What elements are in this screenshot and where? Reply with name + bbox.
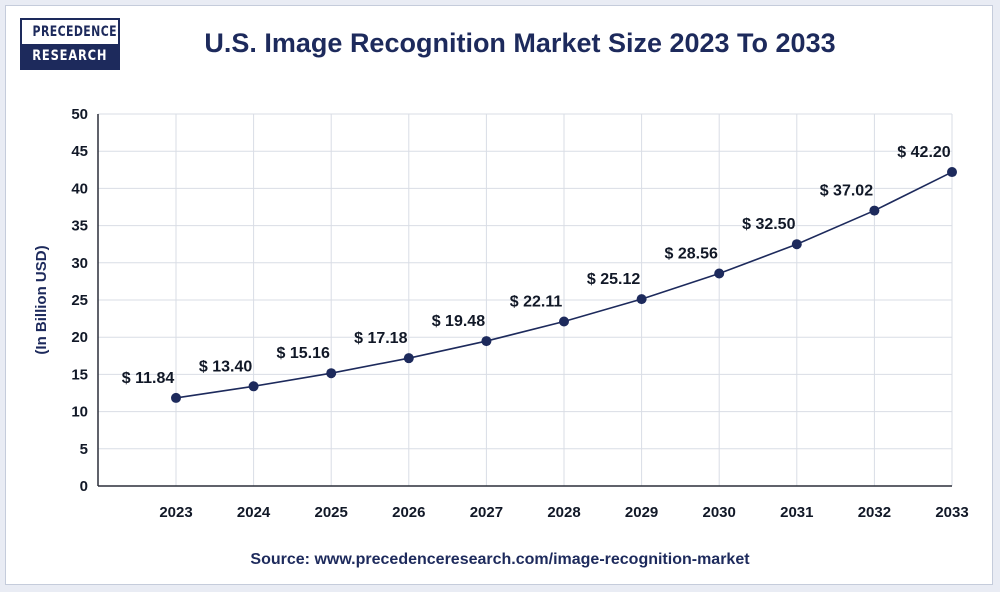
data-point bbox=[714, 268, 725, 279]
source-note: Source: www.precedenceresearch.com/image… bbox=[250, 551, 750, 568]
y-axis-label: (In Billion USD) bbox=[33, 245, 50, 354]
y-tick-label: 15 bbox=[71, 366, 88, 383]
y-tick-label: 20 bbox=[71, 329, 88, 346]
x-tick-label: 2033 bbox=[935, 504, 968, 521]
y-tick-labels: 0 5 10 15 20 25 30 35 40 45 50 bbox=[71, 106, 88, 495]
y-tick-label: 40 bbox=[71, 180, 88, 197]
y-tick-label: 35 bbox=[71, 218, 88, 235]
data-point bbox=[248, 381, 259, 392]
data-point bbox=[869, 205, 880, 216]
data-label: $ 11.84 bbox=[122, 370, 175, 387]
data-labels: $ 11.84 $ 13.40 $ 15.16 $ 17.18 $ 19.48 $ 22.… bbox=[122, 144, 951, 387]
y-tick-label: 5 bbox=[80, 441, 88, 458]
gridlines bbox=[98, 113, 953, 486]
chart-frame bbox=[5, 5, 993, 585]
x-tick-label: 2023 bbox=[159, 504, 192, 521]
x-tick-label: 2028 bbox=[547, 504, 580, 521]
data-label: $ 37.02 bbox=[820, 183, 873, 200]
x-tick-label: 2031 bbox=[780, 504, 813, 521]
y-tick-label: 0 bbox=[80, 478, 88, 495]
data-point bbox=[791, 239, 802, 250]
y-tick-label: 50 bbox=[71, 106, 88, 123]
data-point bbox=[171, 392, 181, 403]
data-label: $ 32.50 bbox=[742, 216, 795, 233]
x-tick-label: 2026 bbox=[392, 504, 425, 521]
y-tick-label: 30 bbox=[71, 255, 88, 272]
y-tick-label: 10 bbox=[71, 404, 88, 421]
data-point bbox=[636, 294, 647, 305]
data-label: $ 25.12 bbox=[587, 271, 640, 288]
chart-title: U.S. Image Recognition Market Size 2023 … bbox=[204, 28, 836, 58]
x-tick-label: 2024 bbox=[237, 504, 271, 521]
data-label: $ 17.18 bbox=[354, 330, 407, 347]
data-point bbox=[559, 316, 569, 327]
data-label: $ 28.56 bbox=[665, 246, 718, 263]
data-point bbox=[326, 368, 337, 379]
y-tick-label: 45 bbox=[71, 143, 88, 160]
data-label: $ 42.20 bbox=[897, 144, 950, 161]
data-point bbox=[403, 353, 414, 364]
data-points bbox=[171, 167, 957, 403]
x-tick-labels: 2023 2024 2025 2026 2027 2028 2029 2030 2031 2032… bbox=[159, 504, 968, 521]
data-label: $ 19.48 bbox=[432, 313, 485, 330]
x-tick-label: 2032 bbox=[858, 504, 891, 521]
x-tick-label: 2030 bbox=[703, 504, 736, 521]
x-tick-label: 2025 bbox=[315, 504, 348, 521]
brand-line1: PRECEDENCE bbox=[32, 24, 117, 40]
brand-logo: PRECEDENCE RESEARCH bbox=[20, 18, 120, 70]
data-label: $ 15.16 bbox=[277, 345, 330, 362]
x-tick-label: 2027 bbox=[470, 504, 503, 521]
x-tick-label: 2029 bbox=[625, 504, 658, 521]
data-label: $ 22.11 bbox=[510, 294, 563, 311]
data-point bbox=[947, 167, 957, 178]
data-label: $ 13.40 bbox=[199, 358, 252, 375]
data-point bbox=[481, 336, 492, 347]
y-tick-label: 25 bbox=[71, 292, 88, 309]
brand-line2: RESEARCH bbox=[32, 48, 108, 64]
brand-line2-band: RESEARCH bbox=[22, 44, 118, 68]
axes bbox=[97, 114, 952, 487]
